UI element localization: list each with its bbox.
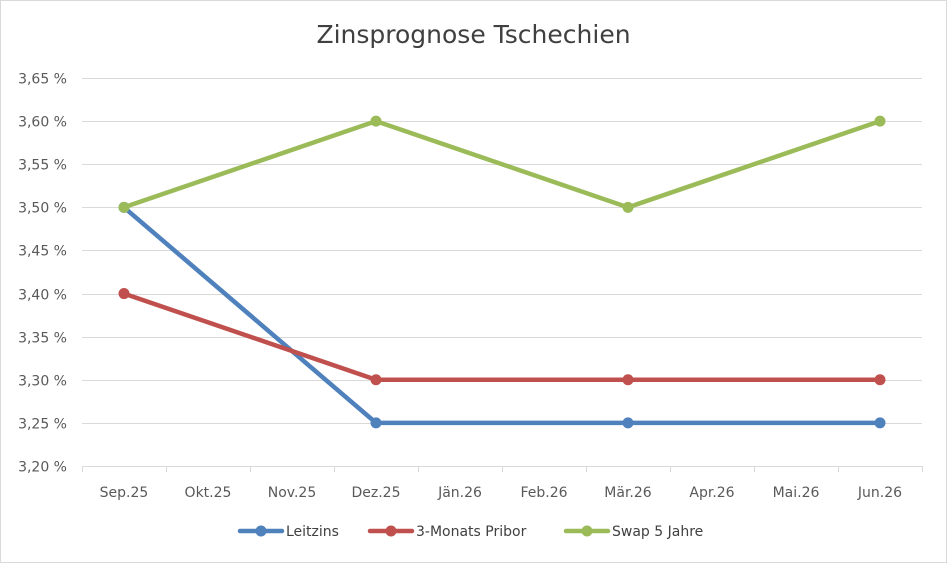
chart-title: Zinsprognose Tschechien: [316, 20, 631, 49]
data-point: [874, 115, 886, 127]
axes: [82, 466, 923, 472]
data-point: [874, 374, 886, 386]
x-tick-label: Mai.26: [773, 485, 820, 501]
legend: Leitzins 3-Monats Pribor Swap 5 Jahre: [237, 524, 703, 540]
series-line-1: [121, 205, 883, 426]
x-tick-label: Nov.25: [268, 485, 317, 501]
series-group: [118, 115, 886, 429]
data-point: [622, 417, 634, 429]
y-tick-label: 3,50 %: [18, 201, 67, 217]
y-tick-label: 3,45 %: [18, 244, 67, 260]
legend-marker: [581, 525, 593, 537]
x-tick-label: Sep.25: [100, 485, 149, 501]
x-tick-label: Okt.25: [185, 485, 232, 501]
x-tick-label: Mär.26: [604, 485, 651, 501]
y-tick-label: 3,40 %: [18, 288, 67, 304]
series-line-2: [121, 291, 883, 383]
data-point: [622, 374, 634, 386]
y-tick-label: 3,55 %: [18, 158, 67, 174]
y-tick-label: 3,60 %: [18, 115, 67, 131]
legend-label: Swap 5 Jahre: [612, 524, 703, 540]
gridlines: [82, 78, 922, 424]
x-tick-label: Jän.26: [437, 485, 482, 501]
data-point: [370, 115, 382, 127]
y-tick-label: 3,25 %: [18, 417, 67, 433]
data-point: [118, 288, 130, 300]
x-tick-label: Apr.26: [689, 485, 734, 501]
data-point: [370, 417, 382, 429]
legend-label: Leitzins: [286, 524, 339, 540]
legend-marker: [255, 525, 267, 537]
y-tick-label: 3,20 %: [18, 460, 67, 476]
x-tick-label: Feb.26: [520, 485, 567, 501]
data-point: [370, 374, 382, 386]
x-tick-labels: Sep.25 Okt.25 Nov.25 Dez.25 Jän.26 Feb.26 Mär.…: [100, 485, 902, 501]
y-tick-label: 3,65 %: [18, 72, 67, 88]
legend-marker: [385, 525, 397, 537]
x-tick-label: Jun.26: [857, 485, 902, 501]
legend-label: 3-Monats Pribor: [416, 524, 527, 540]
series-line-3: [121, 118, 883, 210]
x-tick-label: Dez.25: [351, 485, 400, 501]
y-tick-labels: 3,20 % 3,25 % 3,30 % 3,35 % 3,40 % 3,45 % 3,50…: [18, 72, 67, 476]
y-tick-label: 3,35 %: [18, 331, 67, 347]
y-tick-label: 3,30 %: [18, 374, 67, 390]
data-point: [874, 417, 886, 429]
data-point: [118, 201, 130, 213]
data-point: [622, 201, 634, 213]
